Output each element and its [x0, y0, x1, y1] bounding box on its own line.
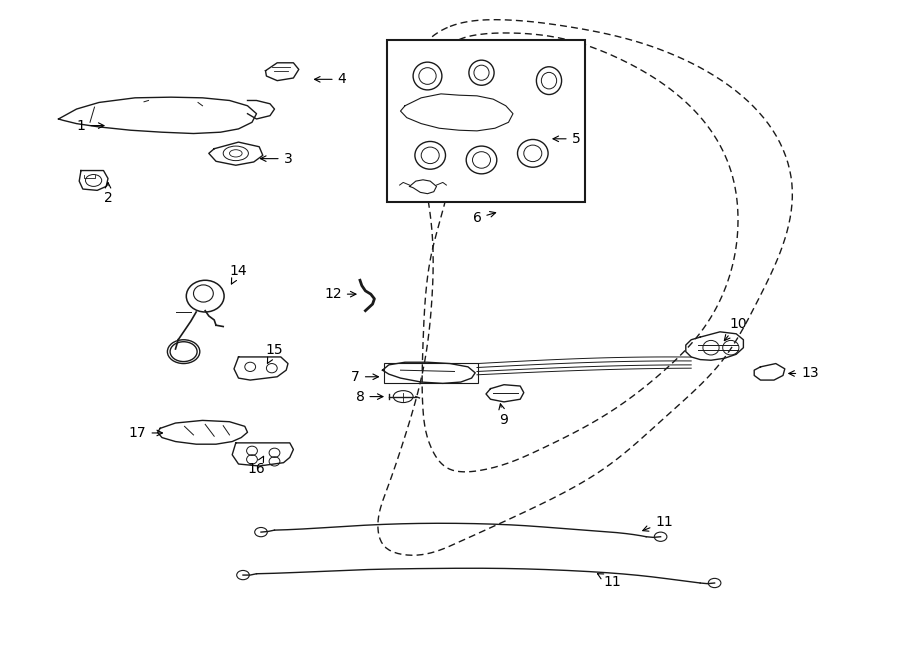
Text: 7: 7	[351, 369, 379, 384]
Text: 8: 8	[356, 389, 383, 404]
Text: 5: 5	[553, 132, 580, 146]
Text: 17: 17	[129, 426, 163, 440]
Text: 14: 14	[230, 264, 248, 284]
Text: 16: 16	[248, 456, 266, 477]
Text: 1: 1	[76, 118, 104, 133]
Text: 13: 13	[788, 366, 819, 381]
Text: 9: 9	[499, 404, 508, 427]
Text: 10: 10	[724, 317, 747, 340]
Text: 4: 4	[314, 72, 346, 87]
Text: 11: 11	[598, 574, 621, 589]
Text: 2: 2	[104, 182, 112, 206]
Bar	[387, 40, 585, 202]
Text: 15: 15	[266, 343, 284, 364]
Text: 3: 3	[260, 151, 292, 166]
Text: 12: 12	[324, 287, 356, 301]
Text: 11: 11	[643, 515, 673, 531]
Bar	[384, 363, 478, 383]
Text: 6: 6	[472, 211, 496, 225]
